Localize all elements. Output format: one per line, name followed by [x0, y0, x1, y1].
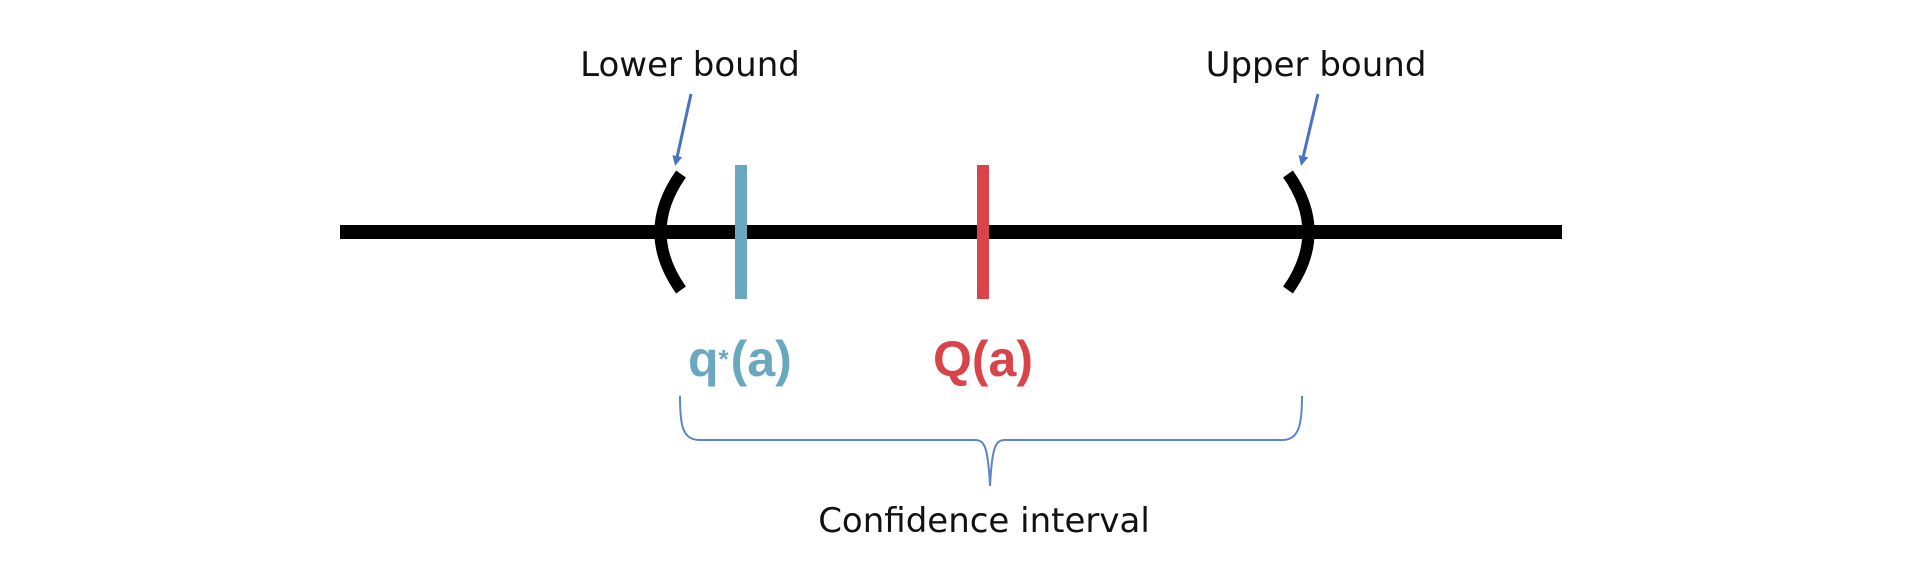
true-value-symbol: q — [688, 331, 719, 387]
confidence-interval-brace — [679, 395, 1303, 487]
estimate-marker — [977, 165, 989, 299]
upper-bound-label: Upper bound — [1206, 45, 1427, 85]
upper-bound-parenthesis — [1283, 170, 1315, 294]
lower-bound-parenthesis — [654, 170, 686, 294]
true-value-arg: (a) — [731, 331, 792, 387]
lower-bound-label: Lower bound — [580, 45, 800, 85]
true-value-marker — [735, 165, 747, 299]
upper-bound-arrow — [1298, 93, 1320, 166]
lower-bound-arrow — [672, 93, 693, 166]
confidence-interval-label: Confidence interval — [818, 501, 1150, 541]
true-value-label: q*(a) — [688, 331, 792, 387]
true-value-star: * — [719, 344, 730, 374]
estimate-label: Q(a) — [933, 331, 1033, 387]
